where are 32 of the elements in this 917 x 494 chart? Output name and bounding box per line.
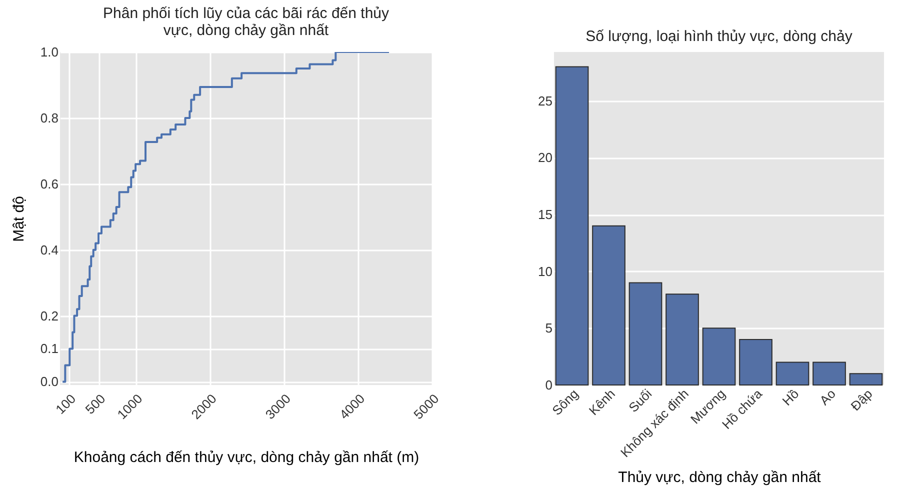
x-tick-label: Ao <box>816 386 838 408</box>
bar <box>666 294 699 386</box>
bar <box>628 282 662 386</box>
y-tick-label: 0.1 <box>40 341 58 356</box>
x-tick-label: Hồ <box>779 386 802 408</box>
chart-title: Phân phối tích lũy của các bãi rác đến thủy vực, dòng chảy gần nhất <box>102 5 390 39</box>
y-tick-label: 1.0 <box>40 44 58 60</box>
y-tick-label: 0 <box>545 378 552 392</box>
y-tick-label: 0.6 <box>40 176 58 192</box>
y-tick-label: 0.4 <box>40 242 58 258</box>
bar <box>555 66 589 386</box>
x-tick-label: 500 <box>82 391 108 418</box>
bar <box>849 373 883 386</box>
bar <box>739 339 772 386</box>
y-tick-label: 25 <box>538 93 552 108</box>
y-tick-label: 20 <box>538 150 552 166</box>
y-tick-label: 5 <box>545 320 552 336</box>
x-axis-title: Khoảng cách đến thủy vực, dòng chảy gần nhất (m) <box>74 449 420 466</box>
y-tick-label: 15 <box>538 207 552 222</box>
bar <box>592 225 626 386</box>
bar <box>776 362 810 386</box>
chart-title: Số lượng, loại hình thủy vực, dòng chảy <box>586 28 853 45</box>
y-tick-label: 0.8 <box>40 110 58 126</box>
y-tick-label: 0.0 <box>40 374 58 390</box>
x-axis-title: Thủy vực, dòng chảy gần nhất <box>618 469 822 486</box>
bar <box>702 328 736 386</box>
y-tick-label: 0.2 <box>40 308 58 324</box>
x-tick-label: 100 <box>52 391 79 418</box>
x-tick-label: Đập <box>848 386 876 414</box>
y-axis-title: Mật độ <box>10 196 28 242</box>
y-tick-label: 10 <box>538 264 552 279</box>
bar <box>812 362 846 386</box>
